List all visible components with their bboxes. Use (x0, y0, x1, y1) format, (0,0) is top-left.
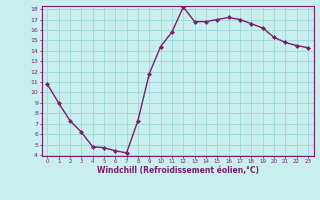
X-axis label: Windchill (Refroidissement éolien,°C): Windchill (Refroidissement éolien,°C) (97, 166, 259, 175)
